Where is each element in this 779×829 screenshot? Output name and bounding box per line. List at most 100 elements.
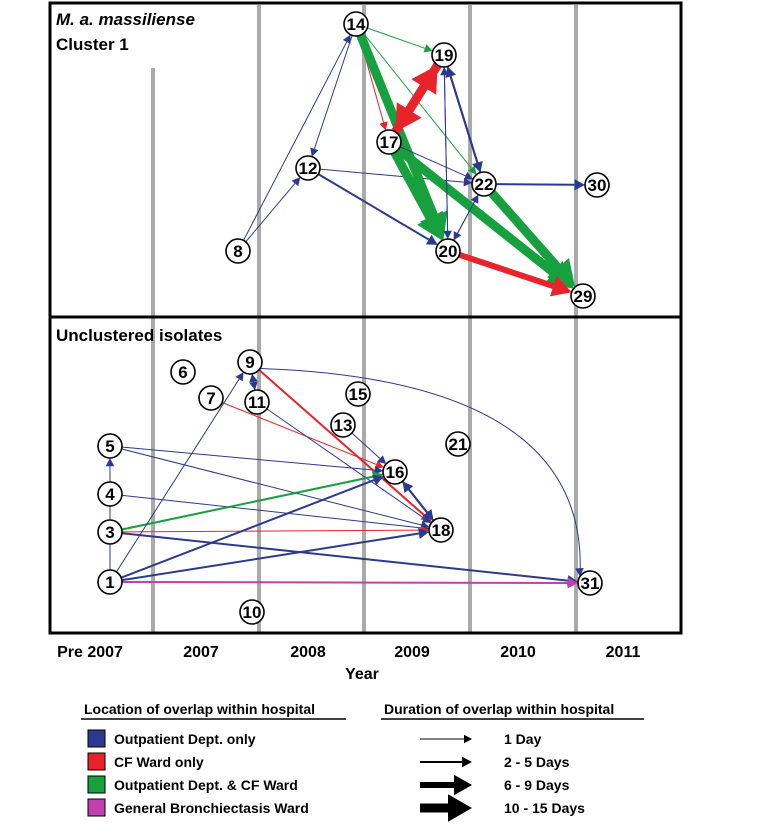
node-22: 22 bbox=[471, 171, 497, 197]
legend-arrow bbox=[420, 756, 472, 768]
node-30: 30 bbox=[584, 172, 610, 198]
node-label: 5 bbox=[105, 437, 114, 456]
edge-19-to-17 bbox=[395, 62, 442, 132]
bottom-panel-title: Unclustered isolates bbox=[56, 326, 222, 345]
node-label: 1 bbox=[105, 573, 114, 592]
node-circle bbox=[577, 570, 603, 596]
node-3: 3 bbox=[97, 519, 123, 545]
node-19: 19 bbox=[431, 42, 457, 68]
edge-1-to-9 bbox=[116, 372, 244, 573]
node-label: 6 bbox=[178, 363, 187, 382]
edge-12-to-22 bbox=[319, 168, 473, 187]
node-label: 30 bbox=[588, 176, 607, 195]
node-circle bbox=[382, 459, 408, 485]
node-20: 20 bbox=[435, 238, 461, 264]
node-circle bbox=[239, 599, 265, 625]
legend-location-label: Outpatient Dept. & CF Ward bbox=[114, 777, 298, 793]
legend-duration-label: 1 Day bbox=[504, 731, 542, 747]
x-axis: Pre 2007 2007 2008 2009 2010 2011 Year bbox=[57, 644, 640, 683]
edge-17-to-20 bbox=[390, 150, 443, 241]
node-6: 6 bbox=[170, 359, 196, 385]
legend: Location of overlap within hospital Dura… bbox=[81, 701, 644, 822]
top-panel-title: M. a. massiliense bbox=[56, 10, 195, 29]
edge-3-to-16 bbox=[121, 471, 384, 531]
node-label: 17 bbox=[380, 133, 399, 152]
node-circle bbox=[97, 569, 123, 595]
x-tick-label: 2010 bbox=[500, 644, 536, 661]
node-label: 8 bbox=[233, 242, 242, 261]
edge-layer bbox=[105, 27, 586, 589]
node-4: 4 bbox=[97, 481, 123, 507]
edge-13-to-16 bbox=[351, 432, 387, 464]
node-label: 14 bbox=[347, 15, 366, 34]
node-circle bbox=[97, 519, 123, 545]
node-label: 15 bbox=[349, 385, 368, 404]
node-7: 7 bbox=[198, 385, 224, 411]
node-circle bbox=[445, 431, 471, 457]
edge-22-to-29 bbox=[488, 190, 576, 288]
edge-20-to-19 bbox=[440, 66, 449, 240]
edge-14-to-12 bbox=[310, 35, 353, 157]
node-label: 20 bbox=[439, 242, 458, 261]
node-circle bbox=[97, 481, 123, 507]
edge-9-to-31 bbox=[260, 368, 584, 577]
node-label: 9 bbox=[245, 353, 254, 372]
edge-8-to-12 bbox=[245, 177, 301, 243]
node-12: 12 bbox=[295, 155, 321, 181]
legend-arrow bbox=[420, 794, 472, 822]
legend-duration-label: 6 - 9 Days bbox=[504, 777, 570, 793]
edge-8-to-14 bbox=[243, 34, 351, 241]
node-circle bbox=[225, 238, 251, 264]
edge-22-to-19 bbox=[445, 66, 482, 173]
legend-location-label: Outpatient Dept. only bbox=[114, 731, 256, 747]
node-9: 9 bbox=[237, 349, 263, 375]
node-16: 16 bbox=[382, 459, 408, 485]
node-label: 10 bbox=[243, 603, 262, 622]
edge-1-to-16 bbox=[120, 474, 384, 579]
node-circle bbox=[570, 283, 596, 309]
edge-11-to-18 bbox=[266, 408, 432, 524]
node-circle bbox=[584, 172, 610, 198]
edge-17-to-29 bbox=[395, 145, 574, 289]
node-circle bbox=[330, 412, 356, 438]
node-21: 21 bbox=[445, 431, 471, 457]
legend-swatch-outpatient bbox=[87, 729, 106, 748]
x-tick-label: 2008 bbox=[290, 644, 326, 661]
node-circle bbox=[376, 129, 402, 155]
node-14: 14 bbox=[343, 11, 369, 37]
node-label: 12 bbox=[299, 159, 318, 178]
legend-location-label: CF Ward only bbox=[114, 754, 204, 770]
node-11: 11 bbox=[244, 389, 270, 415]
edge-12-to-20 bbox=[317, 173, 438, 245]
edge-7-to-16 bbox=[221, 402, 384, 469]
edge-22-to-30 bbox=[495, 179, 586, 191]
edge-20-to-29 bbox=[458, 251, 572, 297]
node-label: 3 bbox=[105, 523, 114, 542]
x-tick-label: 2011 bbox=[606, 644, 641, 661]
edge-3-to-18 bbox=[121, 525, 430, 535]
node-label: 19 bbox=[435, 46, 454, 65]
node-circle bbox=[471, 171, 497, 197]
legend-duration-label: 10 - 15 Days bbox=[504, 800, 585, 816]
edge-5-to-16 bbox=[121, 446, 384, 475]
edge-1-to-18 bbox=[121, 527, 430, 582]
node-29: 29 bbox=[570, 283, 596, 309]
legend-duration-title: Duration of overlap within hospital bbox=[384, 701, 614, 717]
legend-arrow bbox=[420, 774, 472, 796]
bottom-panel-frame bbox=[48, 315, 683, 635]
legend-swatch-bronch bbox=[87, 798, 106, 817]
node-31: 31 bbox=[577, 570, 603, 596]
node-circle bbox=[198, 385, 224, 411]
legend-location-title: Location of overlap within hospital bbox=[84, 701, 315, 717]
x-tick-label: Pre 2007 bbox=[57, 644, 123, 661]
node-label: 21 bbox=[449, 435, 468, 454]
node-label: 31 bbox=[581, 574, 600, 593]
node-8: 8 bbox=[225, 238, 251, 264]
legend-swatch-both bbox=[87, 775, 106, 794]
legend-duration-label: 2 - 5 Days bbox=[504, 754, 570, 770]
legend-swatch-cf bbox=[87, 752, 106, 771]
node-circle bbox=[295, 155, 321, 181]
x-axis-title: Year bbox=[345, 666, 379, 683]
node-label: 29 bbox=[574, 287, 593, 306]
